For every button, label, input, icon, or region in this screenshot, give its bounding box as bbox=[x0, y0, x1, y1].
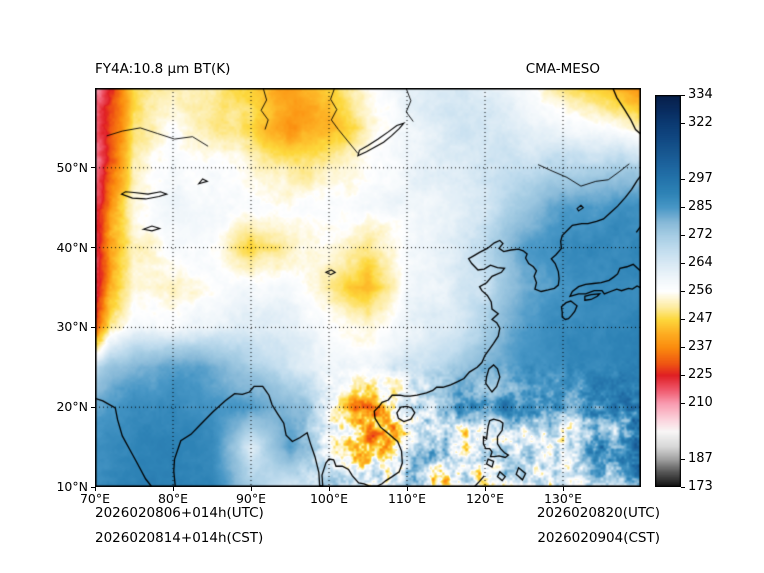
colorbar-tick bbox=[681, 262, 685, 264]
colorbar-tick-label: 285 bbox=[688, 199, 713, 214]
colorbar-tick bbox=[681, 346, 685, 348]
y-tick-label: 40°N bbox=[56, 239, 88, 255]
colorbar-tick-label: 272 bbox=[688, 227, 713, 242]
x-tick bbox=[250, 487, 252, 491]
x-tick bbox=[172, 487, 174, 491]
x-tick-label: 100°E bbox=[309, 491, 348, 506]
x-tick-label: 110°E bbox=[387, 491, 426, 506]
colorbar-tick bbox=[681, 486, 685, 488]
colorbar-tick-label: 225 bbox=[688, 367, 713, 382]
x-tick bbox=[328, 487, 330, 491]
init-time-utc: 2026020806+014h(UTC) bbox=[95, 505, 264, 521]
bt-map-canvas bbox=[95, 88, 641, 487]
x-tick-label: 70°E bbox=[79, 491, 111, 506]
y-tick-label: 20°N bbox=[56, 399, 88, 415]
colorbar-tick-label: 264 bbox=[688, 255, 713, 270]
y-tick bbox=[91, 406, 95, 408]
colorbar-tick bbox=[681, 290, 685, 292]
colorbar-tick-label: 297 bbox=[688, 171, 713, 186]
x-tick bbox=[562, 487, 564, 491]
colorbar-tick bbox=[681, 458, 685, 460]
x-tick-label: 130°E bbox=[543, 491, 582, 506]
colorbar-tick-label: 210 bbox=[688, 395, 713, 410]
y-tick bbox=[91, 247, 95, 249]
colorbar-tick-label: 322 bbox=[688, 115, 713, 130]
x-tick-label: 80°E bbox=[157, 491, 189, 506]
init-time-cst: 2026020814+014h(CST) bbox=[95, 530, 264, 546]
colorbar-tick bbox=[681, 374, 685, 376]
colorbar-tick bbox=[681, 234, 685, 236]
valid-time-cst: 2026020904(CST) bbox=[537, 530, 660, 546]
valid-time-utc: 2026020820(UTC) bbox=[536, 505, 660, 521]
colorbar-tick-label: 187 bbox=[688, 451, 713, 466]
x-tick bbox=[406, 487, 408, 491]
y-tick-label: 10°N bbox=[56, 479, 88, 494]
colorbar-tick bbox=[681, 94, 685, 96]
colorbar-tick bbox=[681, 122, 685, 124]
y-tick-label: 30°N bbox=[56, 319, 88, 335]
x-tick-label: 120°E bbox=[465, 491, 504, 506]
colorbar-tick bbox=[681, 206, 685, 208]
y-tick-label: 50°N bbox=[56, 159, 88, 175]
x-tick bbox=[484, 487, 486, 491]
x-tick-label: 90°E bbox=[235, 491, 267, 506]
plot-title: FY4A:10.8 μm BT(K) bbox=[95, 61, 231, 77]
colorbar-tick bbox=[681, 318, 685, 320]
colorbar-tick-label: 247 bbox=[688, 311, 713, 326]
y-tick bbox=[91, 167, 95, 169]
colorbar-tick-label: 237 bbox=[688, 339, 713, 354]
colorbar-tick-label: 334 bbox=[688, 87, 713, 102]
model-title: CMA-MESO bbox=[525, 61, 600, 77]
colorbar-tick-label: 173 bbox=[688, 479, 713, 494]
x-tick bbox=[94, 487, 96, 491]
colorbar-tick bbox=[681, 402, 685, 404]
colorbar-tick bbox=[681, 178, 685, 180]
y-tick bbox=[91, 486, 95, 488]
y-tick bbox=[91, 326, 95, 328]
colorbar bbox=[655, 95, 681, 487]
colorbar-tick-label: 256 bbox=[688, 283, 713, 298]
